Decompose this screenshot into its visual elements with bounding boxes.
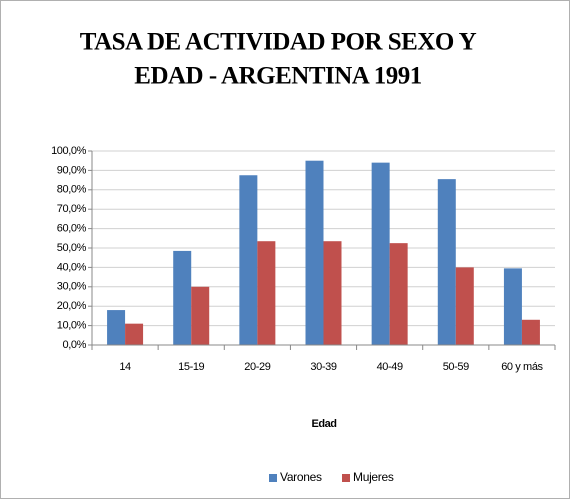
bar: [503, 268, 522, 345]
bar: [239, 175, 258, 345]
y-tick-label: 70,0%: [57, 203, 87, 215]
chart-title: EDAD - ARGENTINA 1991: [134, 63, 421, 90]
y-tick-label: 0,0%: [63, 339, 87, 351]
x-tick-label: 30-39: [310, 361, 336, 373]
x-axis-label: Edad: [312, 418, 337, 430]
bar: [437, 179, 456, 345]
legend-swatch: [269, 474, 277, 482]
y-tick-label: 40,0%: [57, 261, 87, 273]
legend-label: Mujeres: [353, 470, 394, 484]
x-tick-label: 14: [119, 361, 131, 373]
bar: [173, 250, 192, 345]
bar: [389, 243, 408, 345]
x-tick-label: 50-59: [443, 361, 469, 373]
bar: [107, 310, 126, 345]
y-tick-label: 100,0%: [51, 145, 87, 157]
y-tick-label: 20,0%: [57, 300, 87, 312]
bar: [455, 267, 474, 345]
x-tick-label: 40-49: [377, 361, 403, 373]
bar: [521, 319, 540, 345]
legend-label: Varones: [280, 470, 322, 484]
bar: [305, 160, 324, 345]
y-tick-label: 90,0%: [57, 164, 87, 176]
y-tick-label: 50,0%: [57, 242, 87, 254]
chart-title: TASA DE ACTIVIDAD POR SEXO Y: [80, 29, 477, 56]
y-tick-label: 60,0%: [57, 223, 87, 235]
y-tick-label: 30,0%: [57, 281, 87, 293]
x-tick-label: 15-19: [178, 361, 204, 373]
x-tick-label: 20-29: [244, 361, 270, 373]
bar: [125, 323, 144, 345]
bar: [323, 241, 342, 345]
y-tick-label: 80,0%: [57, 184, 87, 196]
x-tick-label: 60 y más: [501, 361, 543, 373]
bar: [371, 162, 390, 345]
bar: [191, 286, 210, 345]
y-tick-label: 10,0%: [57, 320, 87, 332]
legend-swatch: [342, 474, 350, 482]
bar: [257, 241, 276, 345]
